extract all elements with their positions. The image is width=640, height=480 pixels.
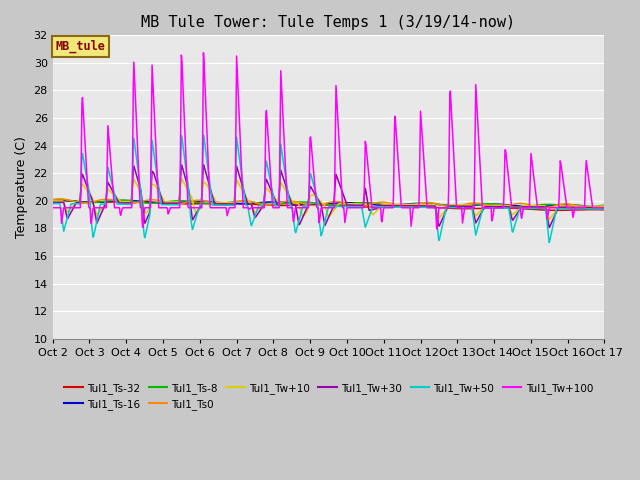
- Title: MB Tule Tower: Tule Temps 1 (3/19/14-now): MB Tule Tower: Tule Temps 1 (3/19/14-now…: [141, 15, 516, 30]
- Legend: Tul1_Ts-32, Tul1_Ts-16, Tul1_Ts-8, Tul1_Ts0, Tul1_Tw+10, Tul1_Tw+30, Tul1_Tw+50,: Tul1_Ts-32, Tul1_Ts-16, Tul1_Ts-8, Tul1_…: [60, 379, 597, 414]
- Text: MB_tule: MB_tule: [56, 40, 106, 53]
- Y-axis label: Temperature (C): Temperature (C): [15, 136, 28, 238]
